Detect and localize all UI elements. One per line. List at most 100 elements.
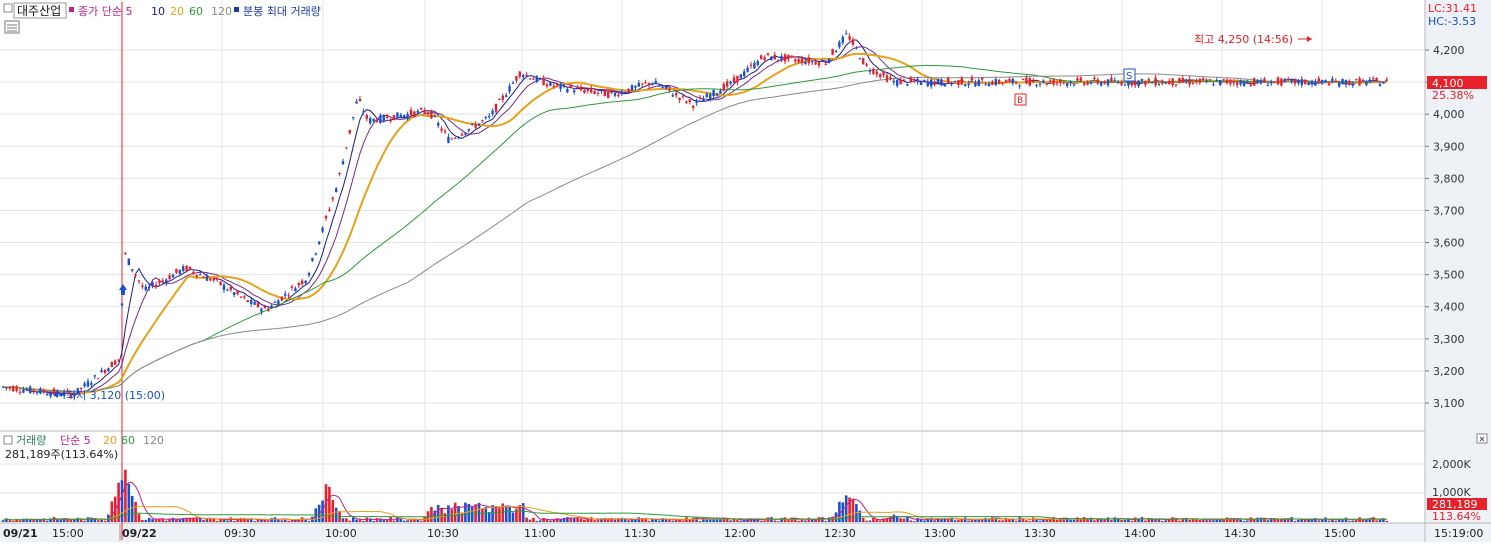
volume-bar — [858, 510, 862, 522]
legend-ma120[interactable]: 120 — [211, 5, 232, 18]
volume-bar — [294, 520, 297, 522]
candle-body — [1079, 77, 1082, 82]
table-view-icon[interactable] — [4, 20, 20, 34]
candle-body — [875, 71, 878, 75]
price-axis: LC:31.41 HC:-3.53 4,100 25.38% 4,200 4,00… — [1425, 2, 1487, 410]
volume-bar — [1062, 517, 1066, 522]
candle-body — [379, 115, 382, 124]
candle-body — [994, 79, 997, 85]
volume-bar — [722, 517, 726, 522]
volume-bar — [923, 520, 926, 522]
volume-bar — [715, 517, 719, 522]
legend-ma60[interactable]: 60 — [189, 5, 203, 18]
volume-bar — [521, 503, 525, 522]
candle-body — [909, 77, 912, 82]
candle-body — [913, 80, 916, 82]
volume-bar — [96, 520, 100, 522]
volume-bar — [222, 518, 226, 522]
candle-body — [372, 118, 375, 122]
volume-bar — [776, 521, 780, 522]
candle-body — [229, 286, 232, 290]
candle-body — [1287, 78, 1290, 80]
volume-bar — [1147, 518, 1151, 522]
buy-signal-marker[interactable] — [1014, 93, 1027, 106]
volume-bar — [1174, 517, 1178, 522]
volume-bar — [807, 517, 811, 522]
volume-bar — [909, 520, 913, 522]
candle-body — [287, 295, 290, 297]
current-price-badge — [1427, 76, 1487, 89]
low-label: 최저 3,120 (15:00) — [66, 389, 165, 402]
volume-legend-ma60[interactable]: 60 — [121, 434, 135, 447]
candle-body — [250, 299, 253, 304]
candle-body — [664, 86, 668, 89]
volume-bar — [1212, 520, 1215, 522]
volume-bar — [630, 519, 634, 522]
candle-body — [365, 114, 368, 119]
volume-bar — [1082, 517, 1086, 522]
candle-body — [957, 80, 960, 86]
candle-body — [423, 110, 426, 114]
volume-bar — [623, 519, 627, 522]
candle-body — [845, 33, 848, 35]
candle-body — [607, 91, 610, 98]
candle-body — [1263, 78, 1266, 83]
legend-ma20[interactable]: 20 — [170, 5, 184, 18]
candle-body — [926, 81, 929, 86]
current-change: 25.38% — [1432, 89, 1474, 102]
candle-body — [243, 296, 246, 298]
volume-bar — [1, 520, 5, 522]
candle-body — [277, 300, 280, 305]
volume-legend-ma120[interactable]: 120 — [143, 434, 164, 447]
volume-bar — [161, 518, 165, 522]
candle-body — [807, 57, 810, 64]
sell-signal-marker[interactable] — [1123, 68, 1136, 82]
candle-body — [199, 274, 202, 276]
candle-body — [943, 84, 946, 87]
volume-bar — [555, 518, 559, 522]
candle-body — [1355, 79, 1358, 81]
volume-legend-ma5[interactable]: 단순 5 — [60, 434, 91, 447]
volume-settings-checkbox-icon[interactable] — [3, 435, 13, 445]
volume-bar — [936, 518, 940, 522]
volume-bar — [396, 517, 399, 522]
candle-body — [590, 87, 593, 93]
volume-bar — [1130, 520, 1134, 522]
volume-bar — [1035, 519, 1038, 522]
volume-bar — [447, 505, 450, 522]
candle-body — [1249, 84, 1252, 86]
volume-bar — [232, 520, 236, 522]
volume-bar — [1314, 517, 1317, 522]
volume-bar — [756, 519, 760, 522]
candle-body — [1212, 84, 1215, 86]
candle-body — [542, 78, 545, 86]
volume-bar — [1018, 517, 1021, 522]
legend-ma5[interactable]: 종가 단순 5 — [78, 5, 132, 18]
candle-body — [654, 81, 657, 84]
candle-body — [936, 79, 940, 84]
volume-legend-ma20[interactable]: 20 — [103, 434, 117, 447]
candle-body — [73, 394, 76, 397]
candle-body — [960, 77, 963, 85]
candle-body — [688, 99, 691, 102]
volume-bar — [1273, 518, 1276, 522]
candle-body — [933, 81, 936, 85]
settings-checkbox-icon[interactable] — [3, 3, 13, 13]
volume-bar — [1127, 519, 1130, 522]
stock-name-box[interactable] — [13, 2, 67, 19]
legend-max-volume[interactable]: 분봉 최대 거래량 — [243, 5, 321, 18]
volume-bar — [1354, 519, 1358, 522]
volume-bar — [1218, 518, 1222, 522]
volume-bar — [430, 506, 433, 522]
candle-body — [1049, 80, 1052, 83]
legend-ma10[interactable]: 10 — [151, 5, 165, 18]
volume-legend-label[interactable]: 거래량 — [16, 434, 46, 447]
volume-bar — [15, 518, 18, 522]
candle-body — [1045, 83, 1048, 85]
volume-bar — [1259, 517, 1263, 522]
candle-body — [889, 77, 892, 80]
candle-body — [862, 58, 865, 65]
candle-body — [1225, 79, 1229, 84]
candle-body — [596, 92, 600, 94]
